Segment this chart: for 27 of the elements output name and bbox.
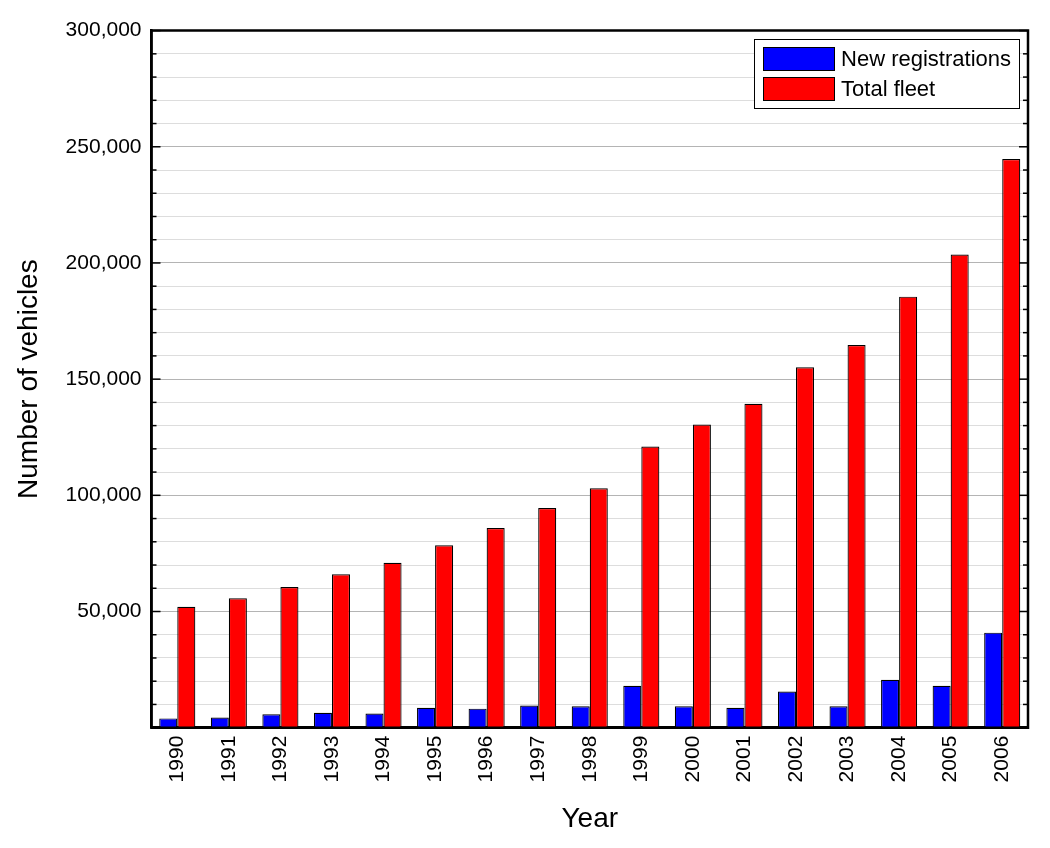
y-axis-title: Number of vehicles	[11, 259, 43, 499]
x-tick-label: 1994	[370, 735, 394, 783]
x-tick-label: 1996	[473, 735, 497, 783]
y-tick-label: 300,000	[65, 17, 142, 41]
x-tick-label: 1997	[524, 735, 548, 783]
x-axis-title: Year	[561, 801, 619, 833]
x-tick-label: 2006	[989, 735, 1013, 783]
legend-label: Total fleet	[841, 75, 936, 102]
y-tick-label: 100,000	[65, 482, 142, 506]
x-tick-label: 2003	[834, 735, 858, 783]
x-tick-label: 1993	[318, 735, 342, 783]
x-tick-label: 1998	[576, 735, 600, 783]
x-tick-label: 2005	[937, 735, 961, 783]
x-tick-label: 2002	[782, 735, 806, 783]
x-tick-label: 1995	[421, 735, 445, 783]
x-tick-label: 2001	[731, 735, 755, 783]
x-tick-label: 1990	[164, 735, 188, 783]
y-tick-label: 150,000	[65, 365, 142, 389]
y-tick-label: 50,000	[77, 598, 142, 622]
x-tick-label: 1992	[267, 735, 291, 783]
x-tick-label: 1991	[215, 735, 239, 783]
x-tick-label: 1999	[628, 735, 652, 783]
x-tick-label: 2000	[679, 735, 703, 783]
legend-label: New registrations	[841, 45, 1011, 72]
x-tick-label: 2004	[885, 735, 909, 783]
y-tick-label: 250,000	[65, 133, 142, 157]
y-tick-label: 200,000	[65, 249, 142, 273]
